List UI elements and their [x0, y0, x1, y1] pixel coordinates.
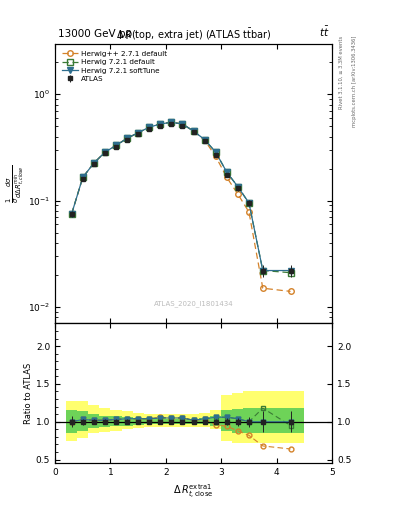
Herwig 7.2.1 softTune	[69, 211, 74, 217]
Herwig++ 2.7.1 default	[191, 128, 196, 134]
Herwig++ 2.7.1 default	[81, 175, 85, 181]
Herwig 7.2.1 default	[125, 135, 129, 141]
Herwig++ 2.7.1 default	[103, 149, 107, 155]
Title: $\Delta\,R$(top, extra jet) (ATLAS t$\bar{\rm t}$bar): $\Delta\,R$(top, extra jet) (ATLAS t$\ba…	[116, 27, 272, 44]
Text: Rivet 3.1.10, ≥ 3.3M events: Rivet 3.1.10, ≥ 3.3M events	[339, 36, 344, 109]
Herwig 7.2.1 default	[147, 124, 152, 130]
Herwig 7.2.1 softTune	[261, 267, 265, 273]
Herwig++ 2.7.1 default	[69, 211, 74, 217]
Herwig++ 2.7.1 default	[261, 285, 265, 291]
Herwig 7.2.1 default	[288, 270, 293, 276]
Line: Herwig 7.2.1 softTune: Herwig 7.2.1 softTune	[69, 119, 293, 273]
Herwig 7.2.1 default	[191, 128, 196, 134]
Herwig 7.2.1 default	[158, 121, 163, 127]
Herwig++ 2.7.1 default	[114, 142, 118, 148]
Herwig 7.2.1 softTune	[235, 184, 240, 190]
Herwig 7.2.1 softTune	[191, 128, 196, 134]
Herwig 7.2.1 default	[261, 267, 265, 273]
Herwig 7.2.1 softTune	[288, 267, 293, 273]
Herwig++ 2.7.1 default	[125, 135, 129, 141]
Herwig 7.2.1 default	[69, 211, 74, 217]
Herwig 7.2.1 default	[202, 137, 207, 143]
Herwig 7.2.1 softTune	[92, 160, 96, 166]
Y-axis label: $\frac{1}{\sigma}\frac{d\sigma}{d\Delta R_{t,close}^{min}}$: $\frac{1}{\sigma}\frac{d\sigma}{d\Delta …	[5, 164, 26, 203]
Herwig++ 2.7.1 default	[92, 160, 96, 166]
Herwig 7.2.1 default	[213, 149, 218, 155]
Legend: Herwig++ 2.7.1 default, Herwig 7.2.1 default, Herwig 7.2.1 softTune, ATLAS: Herwig++ 2.7.1 default, Herwig 7.2.1 def…	[61, 49, 168, 83]
Herwig 7.2.1 softTune	[125, 135, 129, 141]
Herwig 7.2.1 default	[103, 149, 107, 155]
X-axis label: $\Delta\,R_{t,\mathrm{close}}^{\mathrm{extra1}}$: $\Delta\,R_{t,\mathrm{close}}^{\mathrm{e…	[173, 483, 214, 501]
Herwig 7.2.1 softTune	[224, 169, 229, 175]
Herwig 7.2.1 softTune	[247, 200, 252, 206]
Herwig 7.2.1 softTune	[202, 137, 207, 143]
Herwig 7.2.1 softTune	[136, 130, 141, 136]
Herwig 7.2.1 softTune	[213, 149, 218, 155]
Herwig 7.2.1 default	[169, 119, 174, 125]
Herwig++ 2.7.1 default	[180, 121, 185, 127]
Herwig++ 2.7.1 default	[213, 154, 218, 160]
Herwig++ 2.7.1 default	[288, 288, 293, 294]
Herwig++ 2.7.1 default	[169, 119, 174, 125]
Herwig 7.2.1 default	[114, 142, 118, 148]
Herwig 7.2.1 default	[224, 169, 229, 175]
Herwig 7.2.1 softTune	[169, 119, 174, 125]
Text: mcplots.cern.ch [arXiv:1306.3436]: mcplots.cern.ch [arXiv:1306.3436]	[352, 36, 357, 127]
Herwig 7.2.1 softTune	[147, 124, 152, 130]
Herwig 7.2.1 softTune	[103, 149, 107, 155]
Herwig 7.2.1 softTune	[158, 121, 163, 127]
Herwig 7.2.1 softTune	[180, 121, 185, 127]
Herwig++ 2.7.1 default	[158, 120, 163, 126]
Herwig++ 2.7.1 default	[224, 175, 229, 181]
Herwig 7.2.1 softTune	[81, 175, 85, 181]
Text: 13000 GeV pp: 13000 GeV pp	[58, 29, 132, 39]
Y-axis label: Ratio to ATLAS: Ratio to ATLAS	[24, 363, 33, 424]
Herwig 7.2.1 default	[92, 160, 96, 166]
Herwig++ 2.7.1 default	[136, 130, 141, 136]
Text: ATLAS_2020_I1801434: ATLAS_2020_I1801434	[154, 300, 233, 307]
Line: Herwig++ 2.7.1 default: Herwig++ 2.7.1 default	[69, 119, 293, 294]
Line: Herwig 7.2.1 default: Herwig 7.2.1 default	[69, 119, 293, 275]
Herwig++ 2.7.1 default	[202, 137, 207, 143]
Herwig 7.2.1 default	[180, 121, 185, 127]
Herwig++ 2.7.1 default	[147, 124, 152, 130]
Text: $t\bar{t}$: $t\bar{t}$	[319, 25, 329, 39]
Herwig 7.2.1 default	[247, 200, 252, 206]
Herwig 7.2.1 default	[81, 175, 85, 181]
Herwig++ 2.7.1 default	[235, 191, 240, 197]
Herwig 7.2.1 softTune	[114, 142, 118, 148]
Herwig++ 2.7.1 default	[247, 209, 252, 215]
Herwig 7.2.1 default	[136, 130, 141, 136]
Herwig 7.2.1 default	[235, 184, 240, 190]
